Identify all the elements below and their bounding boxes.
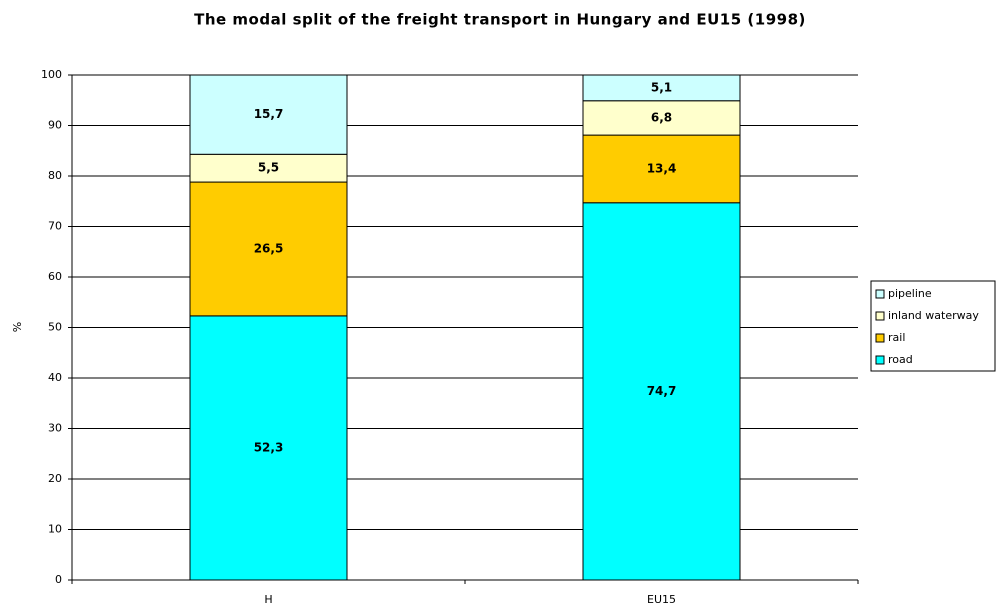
y-tick-label: 30	[48, 422, 62, 435]
x-tick-label: H	[264, 593, 272, 606]
y-tick-label: 0	[55, 573, 62, 586]
bar-segment	[189, 74, 348, 155]
bar-segment	[582, 100, 741, 136]
data-label: 52,3	[254, 440, 284, 454]
legend-swatch	[875, 311, 885, 321]
data-label: 13,4	[647, 161, 677, 175]
chart-title: The modal split of the freight transport…	[194, 11, 806, 29]
y-tick-label: 100	[41, 68, 62, 81]
bar-segment	[582, 74, 741, 102]
legend-box	[870, 280, 996, 372]
y-tick-label: 80	[48, 169, 62, 182]
x-tick-label: EU15	[647, 593, 676, 606]
y-tick-label: 50	[48, 321, 62, 334]
data-label: 74,7	[647, 384, 677, 398]
legend-label: road	[888, 353, 913, 366]
legend-swatch	[875, 355, 885, 365]
bar-segment	[582, 202, 741, 581]
y-tick-label: 40	[48, 371, 62, 384]
y-tick-label: 10	[48, 523, 62, 536]
y-axis-label: %	[11, 322, 24, 332]
legend-label: pipeline	[888, 287, 932, 300]
data-label: 15,7	[254, 107, 284, 121]
legend-label: inland waterway	[888, 309, 979, 322]
legend-swatch	[875, 333, 885, 343]
y-tick-label: 90	[48, 119, 62, 132]
bar-segment	[189, 315, 348, 581]
bar-segment	[582, 134, 741, 204]
data-label: 6,8	[651, 110, 672, 124]
legend-swatch	[875, 289, 885, 299]
y-tick-label: 70	[48, 220, 62, 233]
data-label: 5,5	[258, 161, 279, 175]
data-label: 5,1	[651, 80, 672, 94]
y-tick-label: 20	[48, 472, 62, 485]
bar-segment	[189, 153, 348, 183]
bar-segment	[189, 181, 348, 317]
y-tick-label: 60	[48, 270, 62, 283]
data-label: 26,5	[254, 241, 284, 255]
legend-label: rail	[888, 331, 905, 344]
